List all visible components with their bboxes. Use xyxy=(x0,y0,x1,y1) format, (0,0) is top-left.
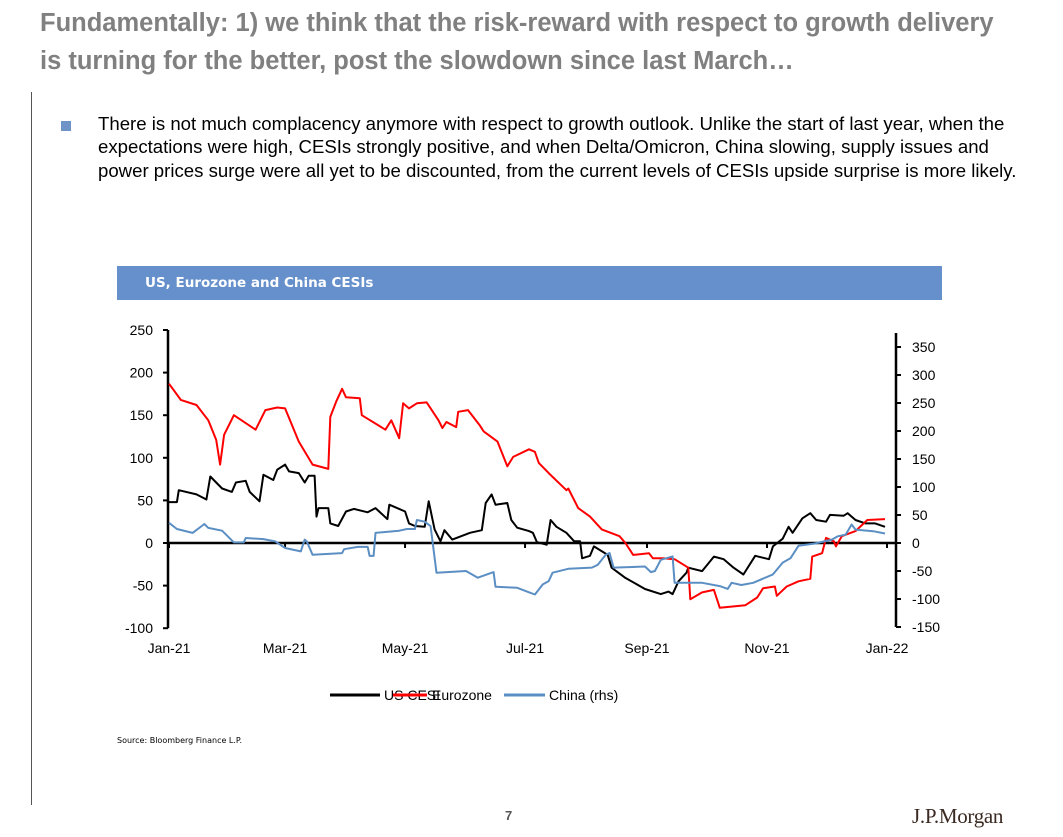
jpmorgan-logo: J.P.Morgan xyxy=(912,804,1004,828)
right-y-tick-label: 350 xyxy=(912,339,936,355)
right-y-tick-label: -150 xyxy=(912,619,940,635)
right-y-tick-label: 300 xyxy=(912,367,936,383)
x-tick-label: Jan-21 xyxy=(148,640,191,656)
series-line-us-cesi xyxy=(169,463,886,596)
left-divider xyxy=(31,92,32,805)
right-y-tick-label: 150 xyxy=(912,451,936,467)
chart-title: US, Eurozone and China CESIs xyxy=(145,275,374,291)
left-y-tick-label: 50 xyxy=(137,492,153,508)
right-y-tick-label: -50 xyxy=(912,563,932,579)
right-y-tick-label: 0 xyxy=(912,535,920,551)
series-line-china-rhs xyxy=(168,519,886,596)
right-y-tick-label: 200 xyxy=(912,423,936,439)
source-note: Source: Bloomberg Finance L.P. xyxy=(117,736,243,745)
right-y-tick-label: 250 xyxy=(912,395,936,411)
legend-label: Eurozone xyxy=(432,687,492,703)
x-tick-label: Sep-21 xyxy=(624,640,669,656)
x-tick-label: Nov-21 xyxy=(744,640,789,656)
left-y-tick-label: 250 xyxy=(130,322,154,338)
x-tick-label: Jan-22 xyxy=(866,640,909,656)
chart-header: US, Eurozone and China CESIs xyxy=(117,266,942,300)
bullet-square-icon xyxy=(61,121,71,131)
left-y-tick-label: 150 xyxy=(130,407,154,423)
x-tick-label: Jul-21 xyxy=(506,640,544,656)
left-y-tick-label: -100 xyxy=(125,620,153,636)
x-tick-label: May-21 xyxy=(382,640,429,656)
right-y-tick-label: -100 xyxy=(912,591,940,607)
left-y-tick-label: 100 xyxy=(130,450,154,466)
bullet-text: There is not much complacency anymore wi… xyxy=(98,113,1017,181)
right-y-tick-label: 100 xyxy=(912,479,936,495)
left-y-tick-label: 0 xyxy=(145,535,153,551)
left-y-tick-label: -50 xyxy=(133,578,153,594)
page-number: 7 xyxy=(505,808,513,823)
x-tick-label: Mar-21 xyxy=(263,640,308,656)
legend-label: China (rhs) xyxy=(549,687,618,703)
series-line-eurozone xyxy=(168,383,886,609)
slide-title: Fundamentally: 1) we think that the risk… xyxy=(40,9,994,75)
left-y-tick-label: 200 xyxy=(130,365,154,381)
right-y-tick-label: 50 xyxy=(912,507,928,523)
